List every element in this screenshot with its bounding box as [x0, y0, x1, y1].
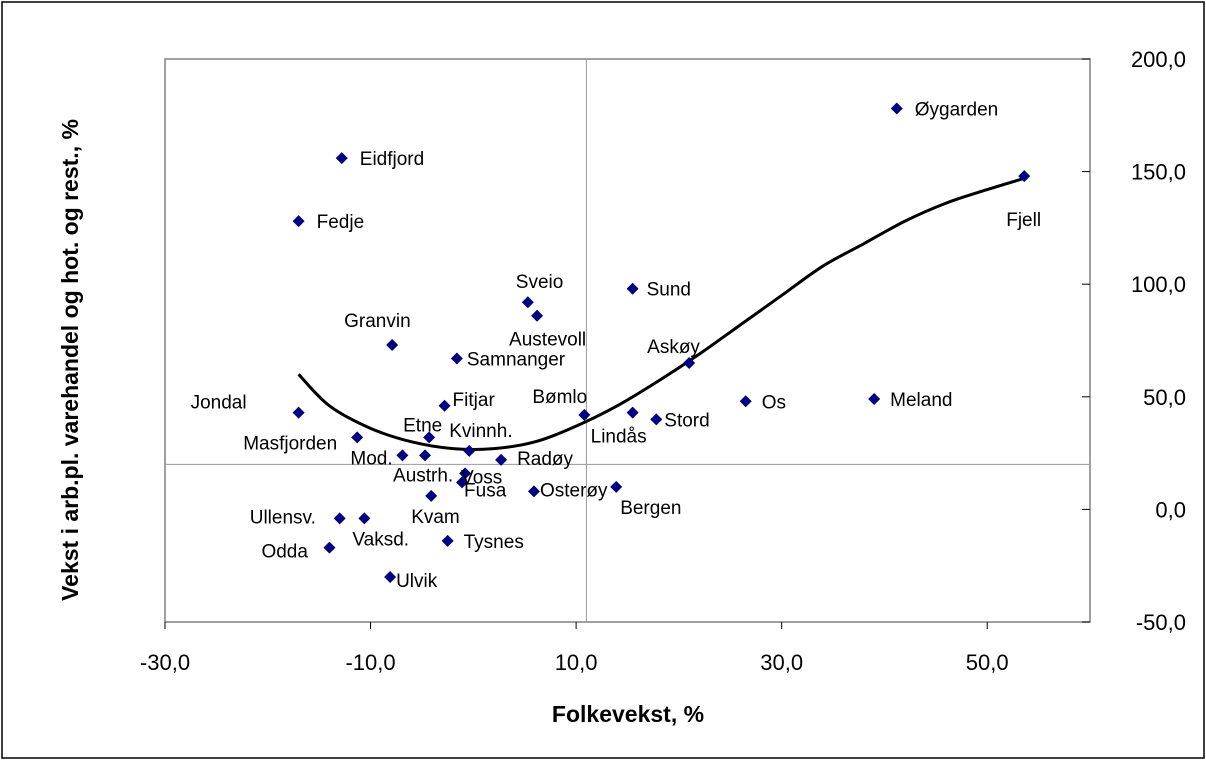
x-tick-label: 10,0 [555, 650, 598, 675]
point-label: Ulvik [396, 571, 438, 592]
data-point [292, 406, 305, 419]
point-label: Eidfjord [360, 149, 424, 170]
point-label: Kvam [411, 507, 460, 528]
data-point [463, 444, 476, 457]
data-point [323, 541, 336, 554]
point-label: Vaksd. [352, 529, 409, 550]
data-point [335, 152, 348, 165]
point-label: Stord [664, 410, 709, 431]
point-label: Fjell [1006, 210, 1041, 231]
reference-lines [165, 59, 1090, 622]
point-label: Austrh. [393, 465, 453, 486]
x-tick-label: -30,0 [140, 650, 190, 675]
data-point [419, 449, 432, 462]
data-point [521, 296, 534, 309]
point-label: Meland [890, 390, 952, 411]
data-point [683, 357, 696, 370]
data-point [396, 449, 409, 462]
data-point [450, 352, 463, 365]
point-label: Etne [403, 415, 442, 436]
data-point [527, 485, 540, 498]
point-label: Askøy [647, 337, 700, 358]
data-points [292, 102, 1031, 583]
data-point [438, 399, 451, 412]
data-point [423, 431, 436, 444]
data-point [292, 215, 305, 228]
y-tick-label: -50,0 [1136, 610, 1186, 635]
point-label: Odda [261, 542, 308, 563]
data-point [739, 395, 752, 408]
point-label: Sveio [516, 272, 564, 293]
data-point [333, 512, 346, 525]
data-point [890, 102, 903, 115]
point-label: Granvin [344, 311, 411, 332]
data-point [650, 413, 663, 426]
point-label: Bømlo [532, 387, 587, 408]
point-label: Kvinnh. [449, 421, 512, 442]
y-axis-title: Vekst i arb.pl. varehandel og hot. og re… [57, 119, 83, 601]
point-label: Fitjar [453, 390, 496, 411]
data-point [386, 339, 399, 352]
data-point [425, 489, 438, 502]
point-label: Radøy [517, 449, 573, 470]
point-label: Osterøy [540, 480, 608, 501]
point-label: Masfjorden [243, 433, 337, 454]
plot-area [164, 58, 1091, 623]
point-label: Tysnes [464, 532, 524, 553]
trendline [297, 176, 1025, 451]
point-label: Fedje [317, 212, 365, 233]
point-label: Fusa [464, 480, 507, 501]
y-axis-ticks: 200,0 150,0 100,0 50,0 0,0 -50,0 [1082, 47, 1186, 635]
data-point [578, 408, 591, 421]
data-point [459, 467, 472, 480]
point-label: Os [762, 392, 786, 413]
x-tick-label: 30,0 [760, 650, 803, 675]
data-point [868, 393, 881, 406]
point-labels: Øygarden Fjell Eidfjord Fedje Sund Sveio Auste… [191, 100, 1041, 592]
point-label: Jondal [191, 393, 247, 414]
y-tick-label: 0,0 [1155, 497, 1186, 522]
data-point [384, 570, 397, 583]
x-axis-ticks: -30,0 -10,0 10,0 30,0 50,0 [140, 622, 1009, 675]
point-label: Bergen [620, 498, 681, 519]
y-tick-label: 200,0 [1131, 47, 1186, 72]
y-tick-label: 50,0 [1143, 385, 1186, 410]
data-point [531, 309, 544, 322]
data-point [351, 431, 364, 444]
x-tick-label: -10,0 [345, 650, 395, 675]
data-point [610, 480, 623, 493]
data-point [495, 453, 508, 466]
y-tick-label: 150,0 [1131, 160, 1186, 185]
data-point [626, 282, 639, 295]
point-label: Samnanger [467, 350, 566, 371]
data-point [456, 476, 469, 489]
point-label: Austevoll [509, 330, 586, 351]
point-label: Mod. [350, 448, 392, 469]
point-label: Voss [461, 467, 502, 488]
point-label: Sund [647, 280, 691, 301]
point-label: Ullensv. [250, 507, 316, 528]
data-point [626, 406, 639, 419]
point-label: Lindås [591, 427, 647, 448]
data-point [358, 512, 371, 525]
x-tick-label: 50,0 [966, 650, 1009, 675]
data-point [441, 534, 454, 547]
x-axis-title: Folkevekst, % [552, 701, 704, 727]
data-point [1018, 170, 1031, 183]
point-label: Øygarden [915, 100, 998, 121]
y-tick-label: 100,0 [1131, 272, 1186, 297]
